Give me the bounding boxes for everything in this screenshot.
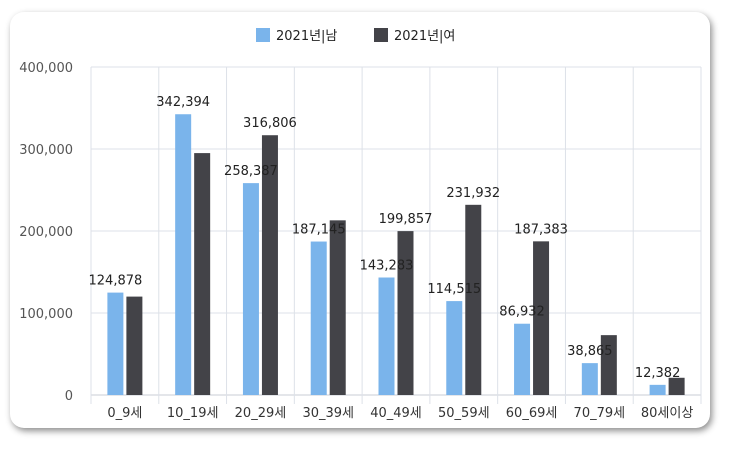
legend-label[interactable]: 2021년|남: [276, 29, 337, 44]
data-label: 258,387: [224, 164, 278, 179]
bar-male-50_59세[interactable]: [446, 301, 463, 395]
legend-swatch[interactable]: [256, 28, 270, 42]
bar-male-80세이상[interactable]: [649, 384, 666, 395]
data-label: 342,394: [156, 95, 210, 110]
x-tick-label: 10_19세: [167, 406, 219, 421]
data-label: 231,932: [446, 186, 500, 201]
bar-female-70_79세[interactable]: [600, 335, 617, 395]
bars: [107, 114, 685, 395]
data-label: 86,932: [499, 305, 545, 320]
bar-female-10_19세[interactable]: [194, 153, 211, 395]
legend[interactable]: 2021년|남 2021년|여: [256, 28, 455, 44]
bar-male-60_69세[interactable]: [514, 323, 531, 395]
x-tick-label: 60_69세: [506, 406, 558, 421]
data-label: 316,806: [243, 116, 297, 131]
bar-male-30_39세[interactable]: [310, 241, 327, 395]
x-axis-ticks: 0_9세 10_19세 20_29세 30_39세 40_49세 50_59세 60_69세…: [107, 406, 693, 421]
x-tick-label: 80세이상: [641, 406, 693, 421]
bar-male-20_29세[interactable]: [242, 183, 259, 395]
data-label: 187,383: [514, 222, 568, 237]
x-tick-label: 20_29세: [235, 406, 287, 421]
y-tick-label: 300,000: [19, 143, 73, 158]
data-label: 114,515: [427, 282, 481, 297]
bar-female-30_39세[interactable]: [329, 220, 346, 395]
data-label: 187,145: [292, 223, 346, 238]
bar-female-80세이상[interactable]: [668, 377, 685, 395]
x-tick-label: 0_9세: [107, 406, 142, 421]
x-tick-label: 40_49세: [370, 406, 422, 421]
bar-female-0_9세[interactable]: [126, 296, 143, 395]
bar-female-20_29세[interactable]: [261, 135, 278, 395]
data-label: 38,865: [567, 344, 613, 359]
legend-label[interactable]: 2021년|여: [394, 29, 455, 44]
x-tick-label: 30_39세: [302, 406, 354, 421]
bar-female-60_69세[interactable]: [533, 241, 550, 395]
y-tick-label: 400,000: [19, 61, 73, 76]
bar-male-0_9세[interactable]: [107, 292, 124, 395]
x-tick-label: 50_59세: [438, 406, 490, 421]
y-tick-label: 100,000: [19, 307, 73, 322]
data-label: 199,857: [379, 212, 433, 227]
y-tick-label: 0: [65, 389, 73, 404]
legend-swatch[interactable]: [374, 28, 388, 42]
y-axis-ticks: 0 100,000 200,000 300,000 400,000: [19, 61, 73, 404]
data-label: 124,878: [89, 274, 143, 289]
bar-male-70_79세[interactable]: [581, 363, 598, 395]
data-labels: 124,878 342,394 258,387 316,806 187,145 143,2…: [89, 95, 681, 381]
y-tick-label: 200,000: [19, 225, 73, 240]
bar-female-50_59세[interactable]: [465, 204, 482, 395]
x-tick-label: 70_79세: [574, 406, 626, 421]
data-label: 143,283: [360, 259, 414, 274]
data-label: 12,382: [635, 366, 681, 381]
grid-lines: [90, 66, 702, 404]
bar-male-10_19세[interactable]: [175, 114, 192, 395]
bar-female-40_49세[interactable]: [397, 231, 414, 395]
bar-male-40_49세[interactable]: [378, 277, 395, 395]
